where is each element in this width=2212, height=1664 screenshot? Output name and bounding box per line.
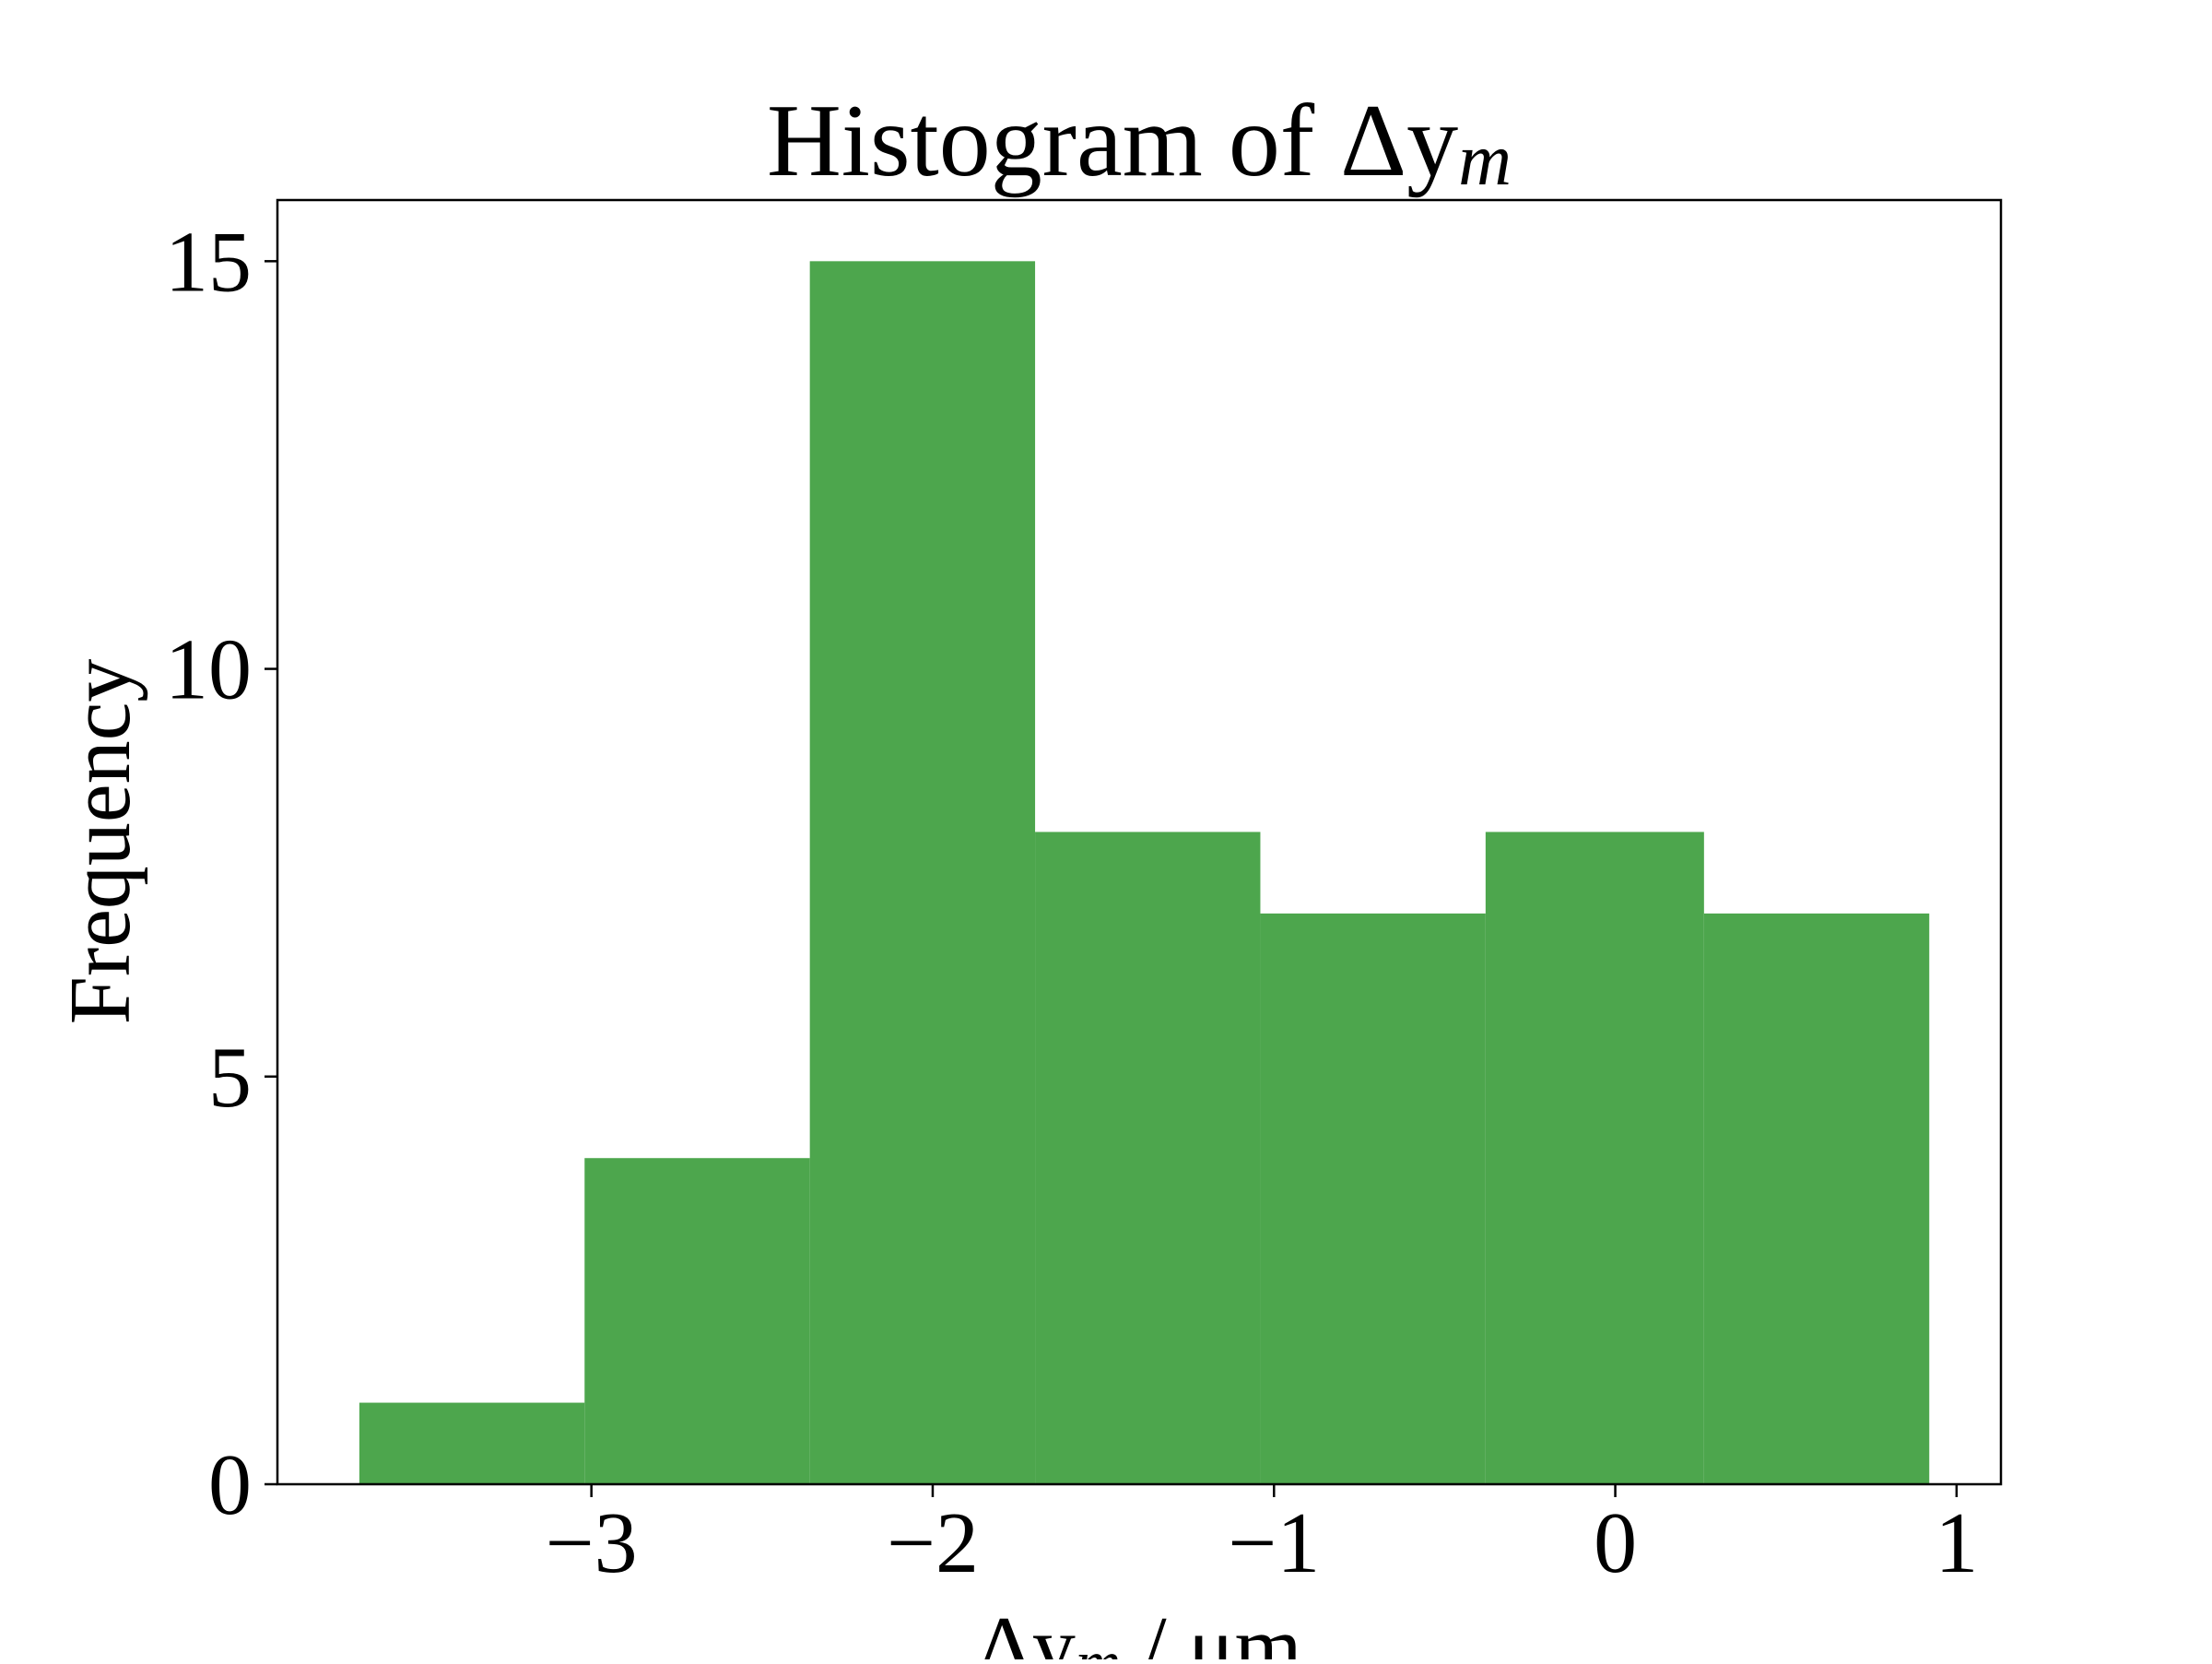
histogram-bar: [359, 1402, 585, 1484]
histogram-bar: [1703, 913, 1930, 1484]
x-axis-label: Δym / μm: [976, 1599, 1301, 1659]
y-tick-label: 10: [165, 622, 252, 718]
plot-frame: [276, 198, 2003, 1486]
x-tick-label: −1: [1228, 1495, 1320, 1591]
y-tick-label: 5: [208, 1030, 252, 1126]
histogram-bar: [1260, 913, 1486, 1484]
histogram-bar: [1485, 832, 1704, 1484]
x-tick-label: 1: [1935, 1495, 1978, 1591]
x-tick-label: −2: [887, 1495, 979, 1591]
histogram-bar: [809, 261, 1036, 1484]
y-ticks: 0 5 10 15: [165, 214, 277, 1533]
x-ticks: −3 −2 −1 0 1: [546, 1484, 1978, 1591]
y-tick-label: 0: [208, 1437, 252, 1533]
x-tick-label: 0: [1594, 1495, 1637, 1591]
bars: [359, 261, 1930, 1484]
x-tick-label: −3: [546, 1495, 638, 1591]
y-tick-label: 15: [165, 214, 252, 310]
histogram-bar: [1035, 832, 1261, 1484]
chart-title: Histogram of Δym: [767, 84, 1512, 201]
histogram-bar: [584, 1158, 810, 1484]
y-axis-label: Frequency: [53, 659, 148, 1025]
